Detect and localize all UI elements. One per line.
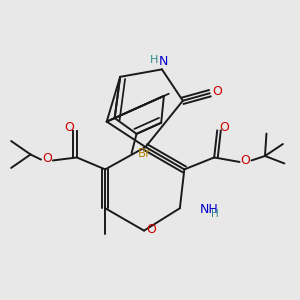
Text: O: O (241, 154, 250, 167)
Text: O: O (147, 223, 156, 236)
Text: H: H (150, 55, 159, 64)
Text: O: O (219, 121, 229, 134)
Text: O: O (212, 85, 222, 98)
Text: O: O (42, 152, 52, 165)
Text: H: H (211, 209, 219, 219)
Text: O: O (64, 121, 74, 134)
Text: Br: Br (138, 147, 151, 160)
Text: NH: NH (199, 203, 218, 216)
Text: N: N (159, 56, 168, 68)
